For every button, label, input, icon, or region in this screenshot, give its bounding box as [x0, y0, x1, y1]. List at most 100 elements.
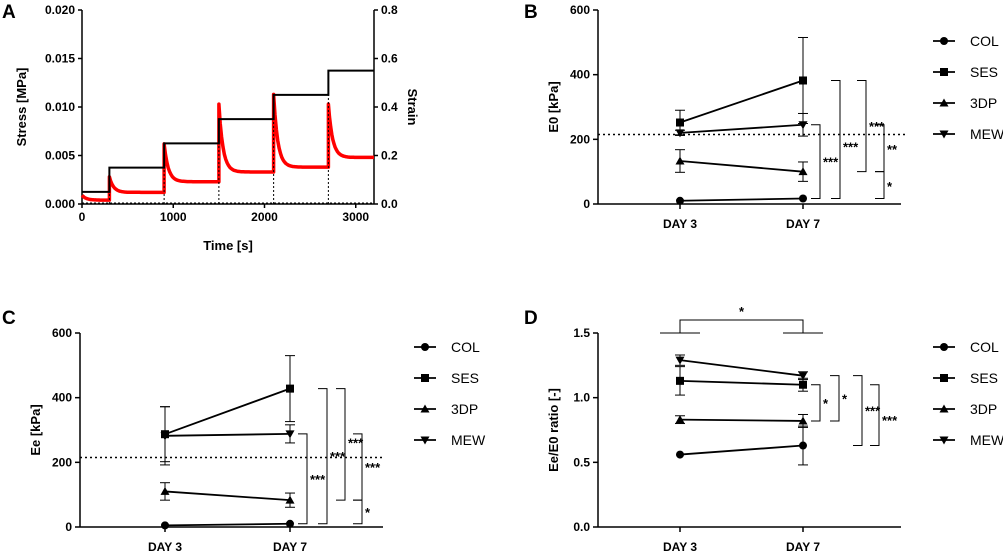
panel-d-x-tick-label: DAY 3	[663, 540, 697, 552]
panel-b-series-mew-point	[798, 121, 808, 130]
panel-c-legend-label: COL	[451, 339, 480, 355]
panel-letter-c: C	[2, 308, 16, 329]
panel-d-legend-marker-ses	[940, 374, 948, 382]
panel-b-series-ses-line	[679, 79, 804, 124]
panel-b-series-col-line	[679, 197, 804, 202]
panel-b-legend-marker-mew	[939, 130, 949, 139]
panel-c-series-3dp-point	[285, 495, 295, 504]
panel-c-legend-marker-3dp	[420, 404, 430, 413]
panel-a-x-tick-label: 3000	[342, 210, 369, 224]
panel-d-series-mew-line	[679, 359, 804, 377]
panel-a-x-tick-label: 0	[79, 210, 86, 224]
panel-letter-a: A	[2, 2, 16, 23]
panel-a-y2-tick-label: 0.4	[381, 100, 398, 114]
panel-b-significance-label: *	[887, 179, 893, 194]
panel-b-legend-marker-col	[940, 37, 948, 45]
panel-d-series-ses-line	[679, 379, 804, 386]
panel-c-y-tick-label: 400	[52, 391, 72, 405]
panel-c-legend-label: 3DP	[451, 401, 478, 417]
panel-a-x-tick-label: 2000	[251, 210, 278, 224]
panel-a-stress-strain-chart: 0 1000 2000 3000 0.000 0.005 0.010 0.015 0.020 0.…	[14, 3, 420, 253]
panel-c-series-col-point	[286, 519, 294, 528]
panel-c-significance-label: ***	[365, 460, 381, 475]
panel-b-series-3dp-line	[679, 160, 804, 173]
panel-b-series-mew-point	[675, 129, 685, 138]
panel-d-series-col-point	[799, 441, 807, 450]
panel-b-significance-label: **	[887, 142, 898, 157]
panel-b-series-ses-point	[799, 76, 807, 85]
panel-d-x-tick-label: DAY 7	[786, 540, 820, 552]
panel-letter-d: D	[524, 308, 538, 329]
panel-b-y-tick-label: 0	[583, 197, 590, 211]
panel-d-legend-marker-mew	[939, 436, 949, 445]
panel-a-y-tick-label: 0.020	[45, 3, 75, 17]
panel-c-series-col-line	[164, 522, 291, 527]
panel-b-x-tick-label: DAY 3	[663, 217, 697, 231]
panel-d-series-col-line	[679, 444, 804, 456]
panel-b-legend-label: COL	[970, 33, 999, 49]
panel-a-y-tick-label: 0.000	[45, 197, 75, 211]
panel-c-significance-label: ***	[310, 472, 326, 487]
panel-d-series-3dp-point	[675, 415, 685, 424]
panel-c-significance-bracket	[336, 388, 346, 501]
panel-b-significance-bracket	[857, 79, 867, 173]
panel-c-significance-bracket	[318, 388, 328, 525]
panel-c-significance-label: ***	[348, 435, 364, 450]
panel-c-significance-label: ***	[330, 449, 346, 464]
panel-c-legend-marker-ses	[421, 374, 429, 382]
panel-a-y2-tick-label: 0.0	[381, 197, 398, 211]
panel-a-y-tick-label: 0.015	[45, 52, 75, 66]
panel-b-legend-marker-3dp	[939, 98, 949, 107]
panel-b-y-tick-label: 200	[570, 132, 590, 146]
panel-d-significance-label: *	[842, 391, 848, 406]
panel-b-y-tick-label: 400	[570, 68, 590, 82]
panel-d-series-mew-point	[675, 356, 685, 365]
panel-c-series-col-point	[161, 521, 169, 530]
panel-c-y-tick-label: 200	[52, 455, 72, 469]
panel-b-series-col-point	[676, 196, 684, 205]
panel-b-y-tick-label: 600	[570, 3, 590, 17]
panel-d-legend-label: COL	[970, 339, 999, 355]
panel-d-legend-label: SES	[970, 370, 998, 386]
panel-a-y2-tick-label: 0.2	[381, 149, 398, 163]
panel-c-significance-bracket	[353, 499, 363, 525]
panel-c-series-ses-line	[164, 387, 291, 436]
panel-c-legend-marker-mew	[420, 436, 430, 445]
panel-a-y-axis-label: Stress [MPa]	[14, 68, 29, 147]
panel-d-significance-label: ***	[882, 413, 898, 428]
panel-c-significance-bracket	[298, 433, 308, 525]
panel-b-legend-label: MEW	[970, 126, 1003, 142]
panel-c-series-ses-point	[286, 384, 294, 393]
panel-b-significance-label: ***	[843, 139, 859, 154]
panel-b-series-mew-line	[679, 123, 804, 134]
panel-a-y-tick-label: 0.005	[45, 149, 75, 163]
panel-letter-b: B	[524, 2, 538, 23]
panel-b-significance-label: ***	[869, 119, 885, 134]
panel-a-y-tick-label: 0.010	[45, 100, 75, 114]
panel-d-series-col-point	[676, 450, 684, 459]
panel-d-y-tick-label: 0.5	[573, 455, 590, 469]
panel-a-x-axis-label: Time [s]	[203, 238, 253, 253]
panel-d-y-tick-label: 1.5	[573, 326, 590, 340]
panel-b-significance-bracket	[875, 171, 885, 200]
panel-a-y2-tick-label: 0.8	[381, 3, 398, 17]
panel-b-series-col-point	[799, 194, 807, 203]
panel-c-y-axis-label: Ee [kPa]	[28, 404, 43, 455]
panel-c-x-tick-label: DAY 3	[148, 540, 182, 552]
panel-c-series-3dp-line	[164, 490, 291, 502]
panel-d-series-ses-point	[676, 376, 684, 385]
panel-d-series-ses-point	[799, 380, 807, 389]
panel-b-legend-label: 3DP	[970, 95, 997, 111]
panel-d-significance-bracket	[870, 384, 880, 447]
panel-c-series-3dp-point	[160, 486, 170, 495]
panel-d-significance-label: *	[823, 396, 829, 411]
panel-d-legend-label: MEW	[970, 432, 1003, 448]
panel-b-legend-marker-ses	[940, 68, 948, 76]
panel-a-y2-tick-label: 0.6	[381, 52, 398, 66]
panel-a-x-tick-label: 1000	[160, 210, 187, 224]
panel-b-series-3dp-point	[675, 156, 685, 165]
panel-d-top-significance-label: *	[739, 304, 745, 319]
panel-a-stress-series	[80, 92, 375, 202]
